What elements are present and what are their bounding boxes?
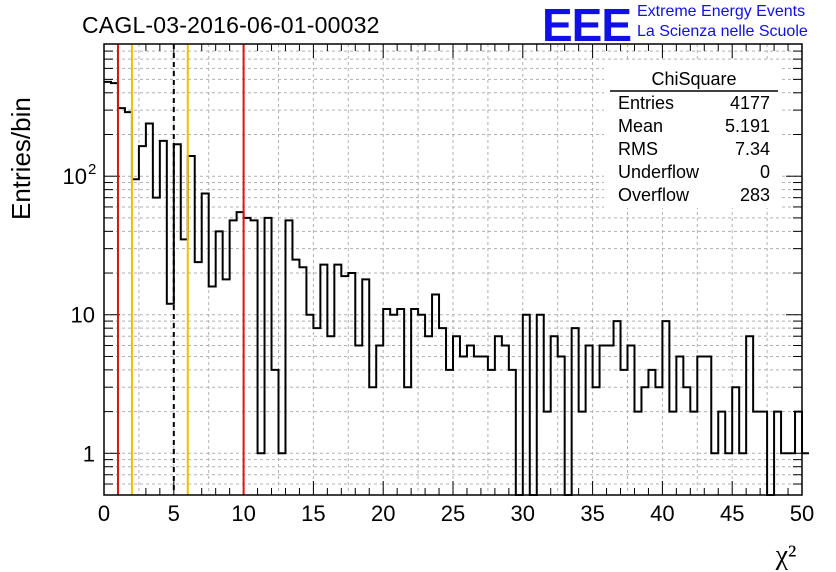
x-tick-label: 5 xyxy=(168,501,180,526)
stats-label: Overflow xyxy=(618,185,690,205)
x-tick-label: 25 xyxy=(441,501,465,526)
stats-value: 4177 xyxy=(730,93,770,113)
stats-label: Entries xyxy=(618,93,674,113)
plot-frame xyxy=(103,43,803,496)
grid-lines xyxy=(104,44,802,495)
reference-lines xyxy=(116,44,245,495)
x-tick-label: 0 xyxy=(98,501,110,526)
stats-rows: Entries 4177 Mean 5.191 RMS 7.34 Underflow 0 Ove… xyxy=(618,93,770,205)
histogram-outline xyxy=(104,80,809,496)
x-tick-label: 45 xyxy=(720,501,744,526)
stats-title: ChiSquare xyxy=(651,69,736,89)
stats-label: Mean xyxy=(618,116,663,136)
y-tick-label: 1 xyxy=(83,441,95,466)
x-tick-label: 15 xyxy=(301,501,325,526)
plot-title: CAGL-03-2016-06-01-00032 xyxy=(82,12,380,38)
x-tick-label: 30 xyxy=(511,501,535,526)
x-tick-labels: 0 5 10 15 20 25 30 35 40 45 50 xyxy=(98,501,814,526)
eee-tagline-1: Extreme Energy Events xyxy=(637,3,806,20)
eee-logo: EEE xyxy=(542,0,632,51)
x-tick-label: 20 xyxy=(371,501,395,526)
x-tick-label: 50 xyxy=(790,501,814,526)
y-tick-label: 10 xyxy=(71,303,95,328)
y-tick-label: 10 xyxy=(63,164,87,189)
stats-box: ChiSquare Entries 4177 Mean 5.191 RMS 7.34 Und… xyxy=(604,62,780,208)
stats-value: 283 xyxy=(740,185,770,205)
stats-box-frame xyxy=(604,62,780,208)
stats-label: Underflow xyxy=(618,162,700,182)
x-axis-label: χ² xyxy=(775,540,797,571)
x-tick-label: 35 xyxy=(580,501,604,526)
stats-value: 5.191 xyxy=(725,116,770,136)
x-tick-label: 10 xyxy=(231,501,255,526)
stats-value: 7.34 xyxy=(735,139,770,159)
eee-tagline-2: La Scienza nelle Scuole xyxy=(637,23,808,40)
stats-value: 0 xyxy=(760,162,770,182)
stats-label: RMS xyxy=(618,139,658,159)
y-tick-exponent: 2 xyxy=(88,161,96,178)
x-tick-label: 40 xyxy=(650,501,674,526)
